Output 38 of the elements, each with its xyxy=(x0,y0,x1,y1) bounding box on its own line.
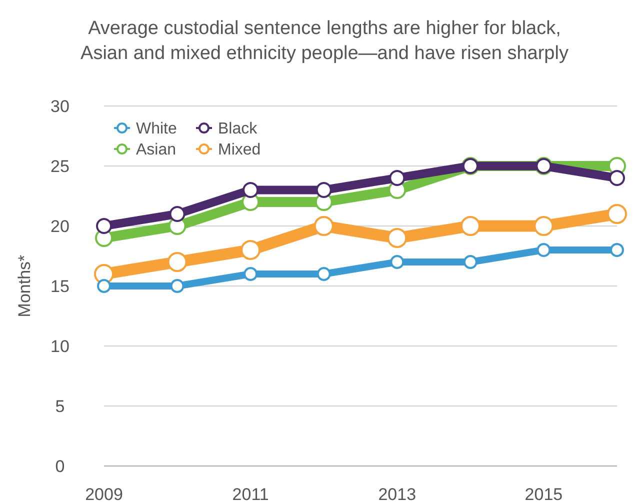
point xyxy=(463,255,478,269)
point xyxy=(534,216,554,236)
point xyxy=(607,204,627,224)
legend-label: Mixed xyxy=(218,142,261,159)
point xyxy=(389,170,406,186)
y-tick-label: 30 xyxy=(50,96,70,116)
point xyxy=(169,206,186,222)
legend-label: Black xyxy=(218,120,258,138)
point xyxy=(390,255,404,269)
point xyxy=(244,267,258,281)
point xyxy=(609,170,625,186)
point xyxy=(96,218,112,234)
x-tick-label: 2011 xyxy=(232,485,269,502)
point xyxy=(97,279,111,293)
point xyxy=(170,279,184,293)
x-tick-label: 2015 xyxy=(524,485,563,502)
point xyxy=(314,216,334,236)
chart-title: Average custodial sentence lengths are higher for black, Asian and mixed ethnicity people—and have risen sharply xyxy=(80,18,569,64)
y-tick-label: 10 xyxy=(50,336,70,356)
y-tick-label: 25 xyxy=(50,156,70,176)
legend-label: White xyxy=(136,120,177,138)
point xyxy=(610,243,624,257)
point xyxy=(536,243,551,257)
point xyxy=(387,228,408,248)
y-tick-label: 20 xyxy=(50,216,70,236)
point xyxy=(460,216,480,236)
point xyxy=(242,182,259,198)
point xyxy=(316,267,331,281)
point xyxy=(240,240,261,260)
y-axis-title: Months* xyxy=(15,254,34,318)
y-tick-label: 5 xyxy=(55,396,65,416)
point xyxy=(167,252,188,272)
legend-label: Asian xyxy=(136,142,176,159)
point xyxy=(316,182,332,198)
y-tick-label: 0 xyxy=(55,456,65,476)
x-tick-label: 2013 xyxy=(378,485,416,502)
x-tick-label: 2009 xyxy=(85,485,123,502)
y-tick-label: 15 xyxy=(50,276,70,296)
